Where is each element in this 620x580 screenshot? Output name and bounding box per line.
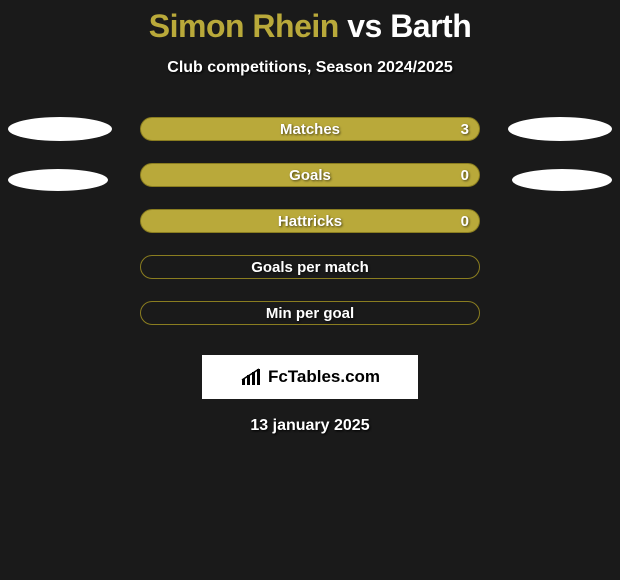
stat-value: 3 xyxy=(461,121,469,138)
stat-row: Hattricks0 xyxy=(0,209,620,255)
logo-box: FcTables.com xyxy=(202,355,418,399)
decorative-ellipse xyxy=(8,117,112,141)
logo-text: FcTables.com xyxy=(268,367,380,387)
stats-rows: Matches3Goals0Hattricks0Goals per matchM… xyxy=(0,117,620,347)
stat-bar: Goals0 xyxy=(140,163,480,187)
stat-row: Goals per match xyxy=(0,255,620,301)
stat-row: Min per goal xyxy=(0,301,620,347)
date-label: 13 january 2025 xyxy=(0,417,620,435)
stat-label: Min per goal xyxy=(141,305,479,322)
stat-bar: Min per goal xyxy=(140,301,480,325)
stat-value: 0 xyxy=(461,213,469,230)
stat-label: Goals per match xyxy=(141,259,479,276)
title-vs: vs xyxy=(339,8,390,44)
stat-label: Matches xyxy=(141,121,479,138)
subtitle: Club competitions, Season 2024/2025 xyxy=(0,59,620,77)
barchart-icon xyxy=(240,367,264,387)
stat-bar: Hattricks0 xyxy=(140,209,480,233)
title-player2: Barth xyxy=(390,8,471,44)
page-title: Simon Rhein vs Barth xyxy=(0,0,620,45)
decorative-ellipse xyxy=(8,169,108,191)
stat-label: Goals xyxy=(141,167,479,184)
decorative-ellipse xyxy=(508,117,612,141)
stat-bar: Goals per match xyxy=(140,255,480,279)
comparison-infographic: Simon Rhein vs Barth Club competitions, … xyxy=(0,0,620,580)
stat-label: Hattricks xyxy=(141,213,479,230)
stat-value: 0 xyxy=(461,167,469,184)
stat-bar: Matches3 xyxy=(140,117,480,141)
decorative-ellipse xyxy=(512,169,612,191)
title-player1: Simon Rhein xyxy=(149,8,339,44)
